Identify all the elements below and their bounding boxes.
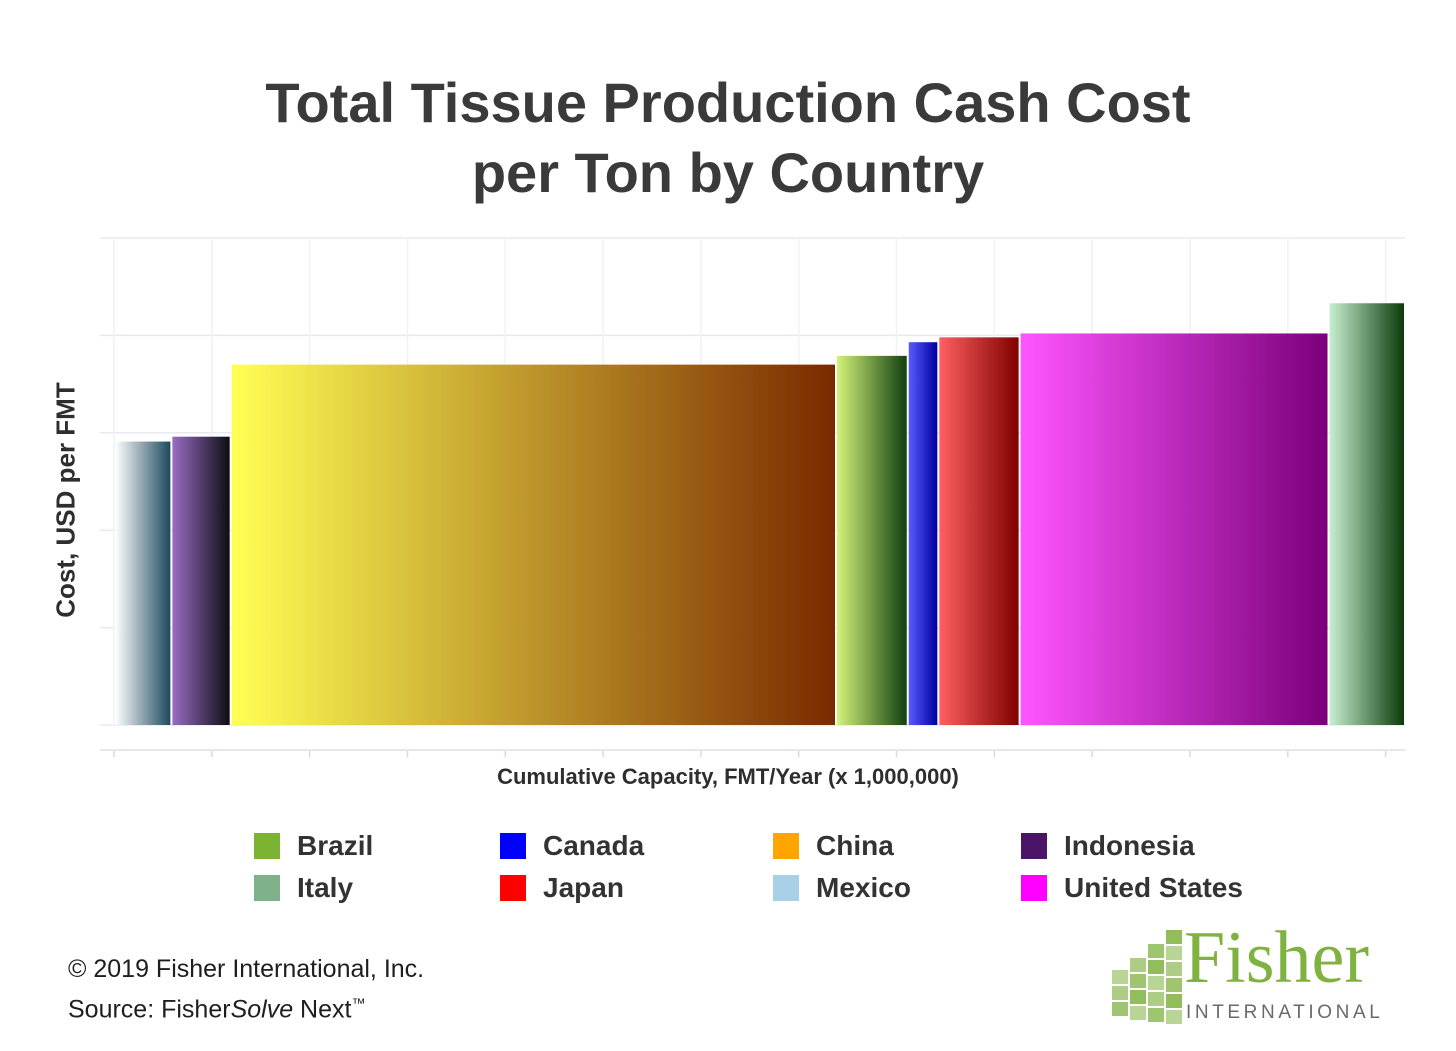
legend-label: Japan: [543, 872, 624, 903]
logo-block: [1166, 994, 1182, 1008]
logo-block: [1130, 990, 1146, 1004]
chart-title-line-2: per Ton by Country: [471, 141, 985, 204]
logo-block: [1130, 1006, 1146, 1020]
source-prefix: Source: Fisher: [68, 995, 231, 1024]
legend-label: Mexico: [816, 872, 911, 903]
source-suffix: Next: [293, 995, 352, 1024]
logo-block: [1112, 1002, 1128, 1016]
legend-swatch: [500, 833, 526, 859]
logo-block: [1130, 974, 1146, 988]
bar-indonesia[interactable]: [172, 436, 230, 725]
logo-block: [1112, 970, 1128, 984]
legend-label: Canada: [543, 830, 645, 861]
legend-label: United States: [1064, 872, 1243, 903]
legend-swatch: [254, 875, 280, 901]
fisher-logo: Fisher INTERNATIONAL: [1112, 917, 1402, 1027]
copyright-text: © 2019 Fisher International, Inc.: [68, 955, 425, 983]
bar-china[interactable]: [231, 364, 836, 725]
logo-block: [1148, 976, 1164, 990]
trademark-symbol: ™: [351, 995, 366, 1011]
logo-block: [1166, 930, 1182, 944]
logo-building-icon: [1112, 930, 1182, 1024]
logo-block: [1166, 962, 1182, 976]
x-axis-label: Cumulative Capacity, FMT/Year (x 1,000,0…: [497, 764, 959, 789]
bar-mexico[interactable]: [115, 441, 171, 725]
logo-block: [1130, 958, 1146, 972]
legend-label: Indonesia: [1064, 830, 1195, 861]
legend-label: Brazil: [297, 830, 374, 861]
logo-block: [1166, 1010, 1182, 1024]
bar-italy[interactable]: [1329, 303, 1404, 725]
footer: © 2019 Fisher International, Inc. Source…: [68, 952, 424, 1026]
source-text: Source: FisherSolve Next™: [68, 986, 424, 1026]
logo-block: [1166, 946, 1182, 960]
logo-block: [1148, 1008, 1164, 1022]
legend-item-china[interactable]: China: [773, 828, 894, 864]
logo-block: [1148, 960, 1164, 974]
logo-subtitle: INTERNATIONAL: [1186, 1002, 1384, 1023]
legend-item-canada[interactable]: Canada: [500, 828, 644, 864]
legend-item-indonesia[interactable]: Indonesia: [1021, 828, 1195, 864]
source-italic: Solve: [230, 995, 294, 1024]
legend-item-italy[interactable]: Italy: [254, 870, 353, 906]
legend-swatch: [1021, 875, 1047, 901]
legend-item-united-states[interactable]: United States: [1021, 870, 1243, 906]
logo-block: [1148, 992, 1164, 1006]
legend-swatch: [1021, 833, 1047, 859]
bar-brazil[interactable]: [837, 355, 907, 725]
legend-label: Italy: [297, 872, 354, 903]
legend-item-brazil[interactable]: Brazil: [254, 828, 373, 864]
bar-united-states[interactable]: [1020, 333, 1328, 725]
legend-swatch: [773, 833, 799, 859]
logo-block: [1148, 944, 1164, 958]
logo-wordmark: Fisher: [1184, 917, 1369, 999]
chart-title-line-1: Total Tissue Production Cash Cost: [265, 71, 1191, 134]
y-axis-label: Cost, USD per FMT: [50, 382, 81, 618]
x-axis: [100, 749, 1405, 757]
legend-label: China: [816, 830, 894, 861]
legend-swatch: [500, 875, 526, 901]
legend-item-japan[interactable]: Japan: [500, 870, 624, 906]
bar-canada[interactable]: [908, 342, 938, 725]
logo-block: [1166, 978, 1182, 992]
chart-title: Total Tissue Production Cash Cost per To…: [0, 68, 1456, 208]
bars: [115, 303, 1404, 725]
bar-japan[interactable]: [939, 337, 1019, 725]
legend-item-mexico[interactable]: Mexico: [773, 870, 911, 906]
legend-swatch: [773, 875, 799, 901]
legend-swatch: [254, 833, 280, 859]
logo-block: [1112, 986, 1128, 1000]
